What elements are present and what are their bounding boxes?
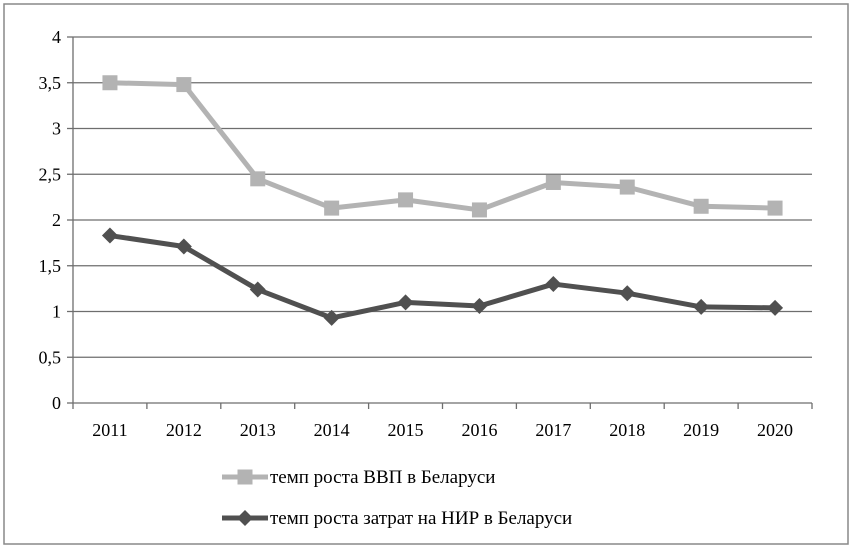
data-point	[619, 285, 636, 302]
data-point	[249, 281, 266, 298]
legend-marker	[237, 469, 253, 485]
data-point	[693, 198, 709, 214]
legend-item: темп роста ВВП в Беларуси	[222, 467, 495, 488]
data-point	[101, 227, 118, 244]
data-point	[176, 77, 192, 93]
data-point	[323, 309, 340, 326]
series-line	[109, 233, 776, 321]
data-point	[175, 238, 192, 255]
data-point	[767, 299, 784, 316]
data-point	[324, 200, 340, 216]
axes: 0 0,5 1 1,5 2 2,5 3 3,5 4 2011 2012 2013 2014 2015 201…	[39, 27, 813, 440]
data-point	[545, 276, 562, 293]
x-tick-label: 2020	[757, 420, 793, 440]
y-tick-label: 0,5	[39, 347, 62, 367]
y-tick-label: 2	[52, 210, 61, 230]
data-point	[545, 174, 561, 190]
data-point	[471, 298, 488, 315]
y-tick-label: 3	[52, 119, 61, 139]
data-point	[398, 192, 414, 208]
chart-border	[3, 3, 849, 545]
data-point	[619, 179, 635, 195]
series-2	[101, 227, 784, 326]
y-tick-label: 4	[52, 27, 61, 47]
data-point	[397, 294, 414, 311]
legend-label: темп роста затрат на НИР в Беларуси	[270, 508, 572, 529]
gridlines	[73, 36, 812, 358]
data-point	[767, 200, 783, 216]
x-tick-label: 2013	[240, 420, 276, 440]
x-tick-label: 2012	[166, 420, 202, 440]
series-1	[102, 75, 783, 218]
y-tick-label: 1,5	[39, 256, 62, 276]
y-tick-label: 0	[52, 393, 61, 413]
legend: темп роста ВВП в Беларуси темп роста затр…	[222, 467, 572, 529]
data-point	[693, 298, 710, 315]
y-tick-label: 3,5	[39, 73, 62, 93]
y-tick-label: 1	[52, 302, 61, 322]
x-tick-label: 2018	[609, 420, 645, 440]
series-layer	[101, 75, 784, 326]
y-tick-label: 2,5	[39, 164, 62, 184]
x-tick-label: 2015	[388, 420, 424, 440]
x-tick-label: 2014	[314, 420, 350, 440]
x-tick-label: 2011	[92, 420, 127, 440]
series-line	[109, 80, 776, 213]
x-tick-label: 2019	[683, 420, 719, 440]
legend-item: темп роста затрат на НИР в Беларуси	[222, 508, 572, 529]
x-tick-label: 2017	[535, 420, 571, 440]
data-point	[471, 202, 487, 218]
legend-label: темп роста ВВП в Беларуси	[270, 467, 495, 488]
data-point	[250, 171, 266, 187]
data-point	[102, 75, 118, 91]
x-tick-label: 2016	[461, 420, 497, 440]
legend-marker	[237, 510, 253, 526]
